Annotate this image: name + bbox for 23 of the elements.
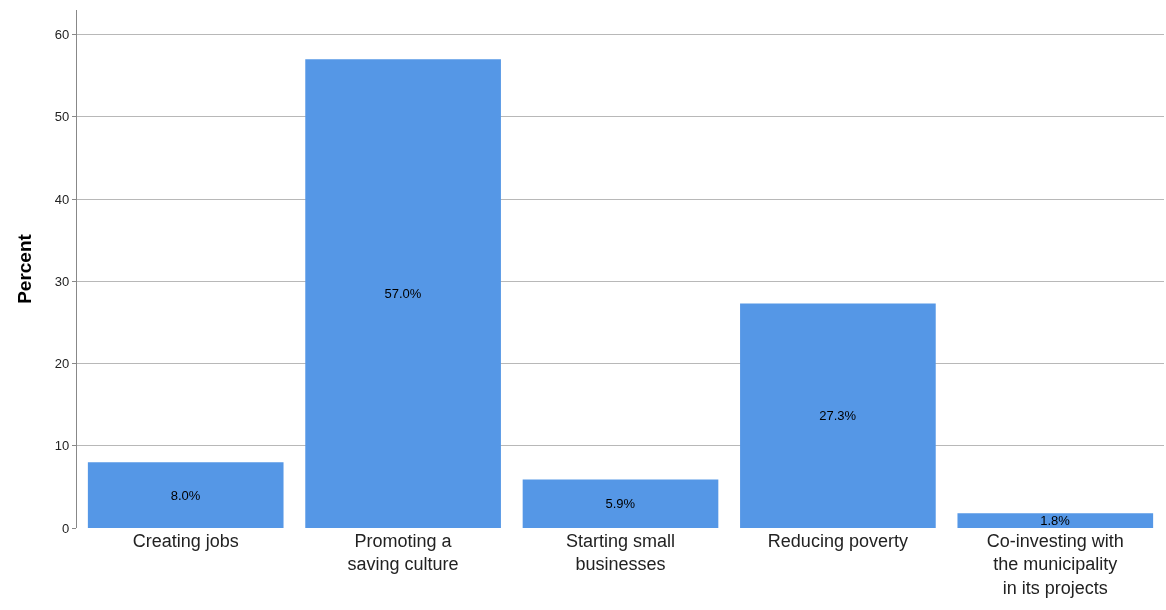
y-axis-title: Percent: [13, 233, 35, 304]
data-label: 1.8%: [1040, 513, 1071, 529]
y-tick-label: 0: [62, 520, 70, 536]
bar: [522, 479, 719, 528]
x-tick-label: Co-investing with the municipality in its projects: [986, 531, 1124, 598]
bar: [957, 513, 1154, 528]
bar: [305, 59, 501, 528]
x-tick-label: Promoting a saving culture: [347, 531, 459, 575]
data-label: 8.0%: [170, 487, 201, 503]
y-tick-label: 60: [54, 27, 70, 43]
y-tick-label: 10: [54, 438, 70, 454]
bar: [740, 303, 936, 528]
data-label: 5.9%: [605, 496, 636, 512]
y-tick-label: 30: [54, 273, 70, 289]
y-tick-label: 40: [54, 191, 70, 207]
y-tick-label: 20: [54, 356, 70, 372]
x-tick-label: Creating jobs: [132, 531, 239, 551]
data-label: 57.0%: [384, 286, 422, 302]
bar: [87, 462, 284, 528]
x-tick-label: Reducing poverty: [767, 531, 908, 551]
data-label: 27.3%: [819, 408, 857, 424]
y-tick-label: 50: [54, 109, 70, 125]
x-tick-label: Starting small businesses: [565, 531, 676, 575]
